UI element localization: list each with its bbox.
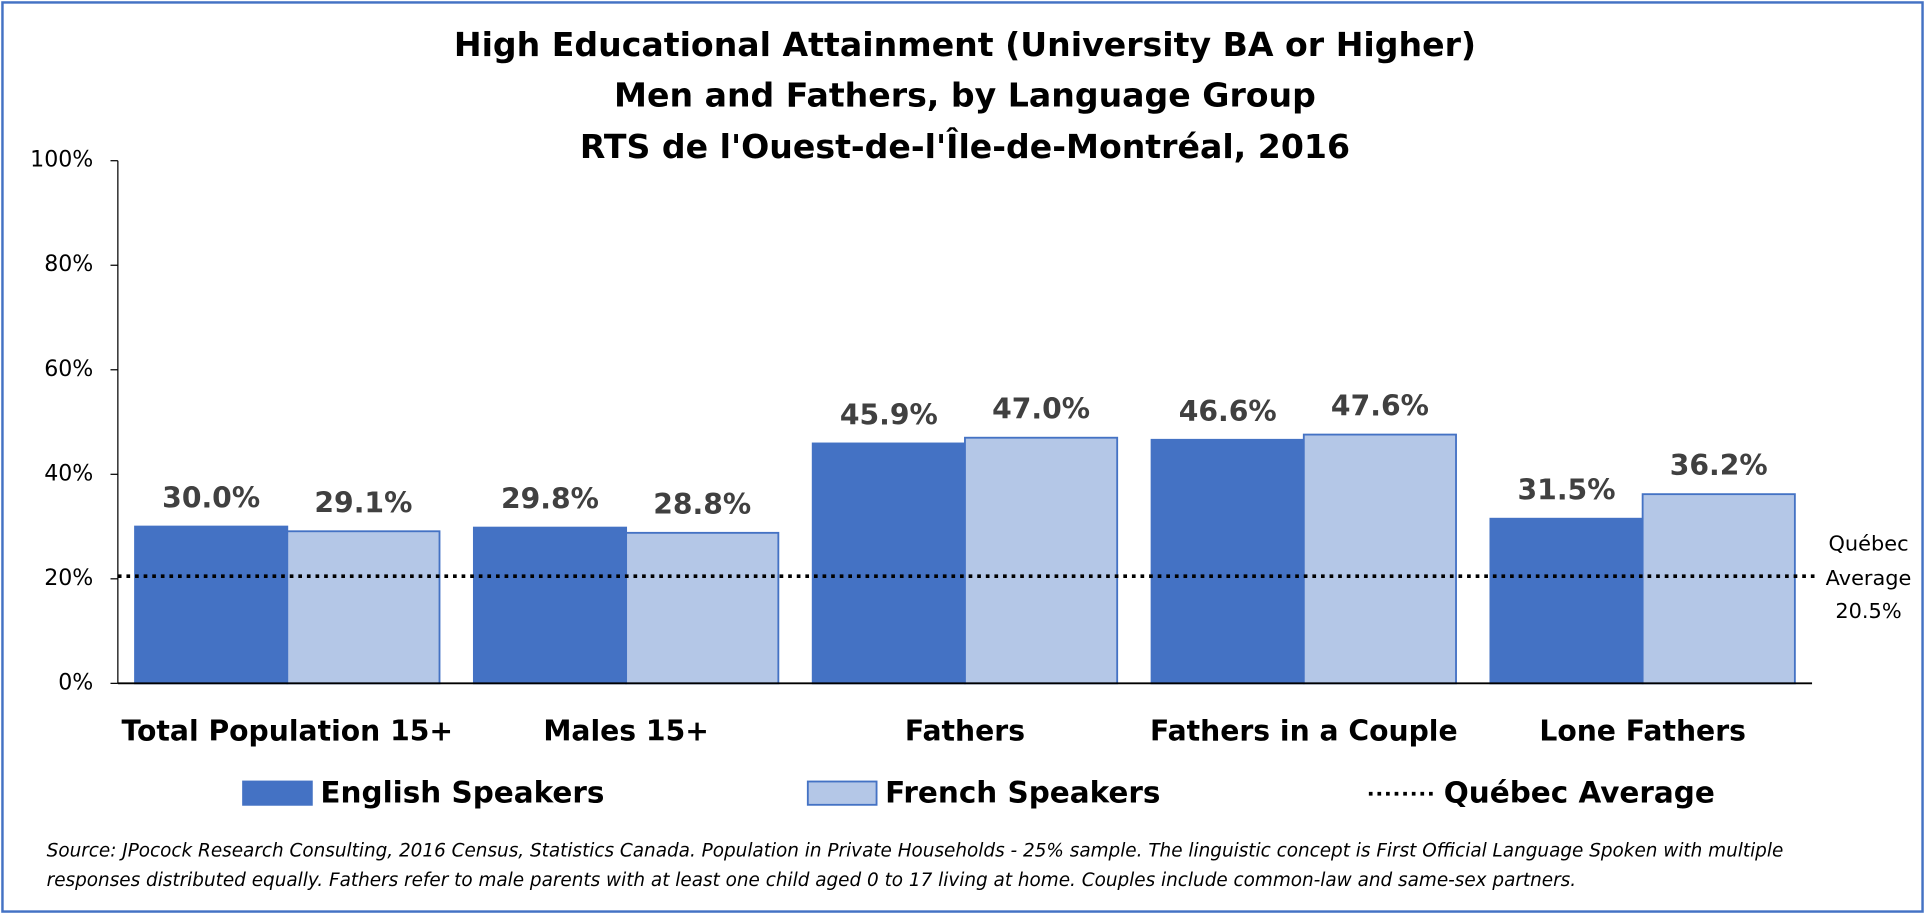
data-label: 30.0% [162, 482, 260, 515]
reference-annotation: 20.5% [1835, 599, 1901, 623]
x-tick-label: Fathers in a Couple [1150, 714, 1458, 747]
bar [625, 531, 780, 685]
data-label: 46.6% [1179, 395, 1277, 428]
bar [1150, 438, 1305, 685]
bar [472, 526, 628, 685]
legend-swatch [806, 780, 878, 806]
reference-annotation: Average [1826, 566, 1912, 590]
data-label: 28.8% [653, 488, 751, 521]
data-label: 29.8% [501, 483, 599, 516]
y-tick-label: 80% [44, 251, 93, 277]
source-note: responses distributed equally. Fathers r… [47, 870, 1576, 891]
chart-title: RTS de l'Ouest-de-l'Île-de-Montréal, 201… [580, 126, 1350, 166]
legend-label: French Speakers [885, 775, 1160, 809]
legend-label: Québec Average [1444, 775, 1715, 809]
bar [134, 525, 289, 685]
legend-swatch [242, 780, 313, 806]
chart-title: Men and Fathers, by Language Group [614, 75, 1316, 114]
data-label: 36.2% [1670, 449, 1768, 482]
x-tick-label: Fathers [905, 714, 1025, 747]
x-tick-label: Males 15+ [543, 714, 709, 747]
bar [811, 442, 966, 685]
y-tick-label: 40% [44, 460, 93, 486]
source-note: Source: JPocock Research Consulting, 201… [47, 840, 1784, 861]
bar [964, 436, 1119, 685]
data-label: 47.0% [992, 393, 1090, 426]
bar [286, 530, 441, 685]
data-label: 29.1% [314, 486, 412, 519]
chart-title: High Educational Attainment (University … [454, 25, 1476, 64]
bar [1302, 433, 1457, 685]
bar [1641, 493, 1796, 685]
y-tick-label: 100% [30, 147, 93, 173]
y-tick-label: 0% [58, 669, 93, 695]
data-label: 47.6% [1331, 390, 1429, 423]
x-tick-label: Total Population 15+ [122, 714, 453, 747]
data-label: 31.5% [1518, 474, 1616, 507]
y-tick-label: 20% [44, 565, 93, 591]
bar [1489, 517, 1644, 685]
reference-annotation: Québec [1829, 532, 1909, 556]
y-tick-label: 60% [44, 356, 93, 382]
x-tick-label: Lone Fathers [1539, 714, 1746, 747]
legend-label: English Speakers [320, 775, 604, 809]
data-label: 45.9% [840, 398, 938, 431]
